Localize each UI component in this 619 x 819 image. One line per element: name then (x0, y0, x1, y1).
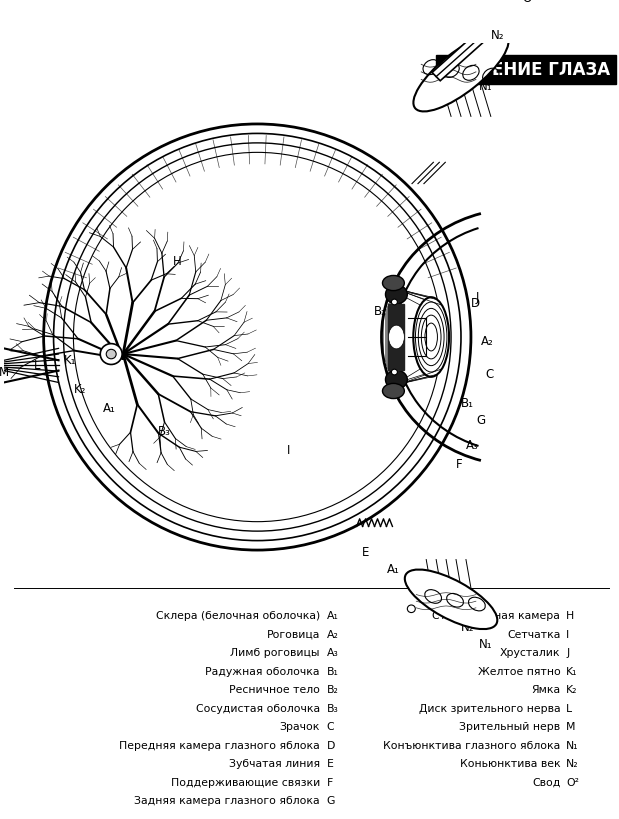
Text: A₁: A₁ (327, 611, 339, 622)
Text: Свод: Свод (532, 777, 560, 788)
Circle shape (100, 344, 122, 364)
Text: O²: O² (566, 777, 579, 788)
Text: C: C (486, 369, 494, 382)
Text: СТРОЕНИЕ ГЛАЗА: СТРОЕНИЕ ГЛАЗА (442, 61, 610, 79)
Text: N₂: N₂ (566, 759, 579, 769)
Text: E: E (327, 759, 334, 769)
Text: K₁: K₁ (566, 667, 578, 676)
Ellipse shape (413, 297, 449, 377)
Text: Радужная оболочка: Радужная оболочка (206, 667, 320, 676)
Text: Стекловидная камера: Стекловидная камера (433, 611, 560, 622)
Text: J: J (476, 291, 479, 304)
Text: Ресничное тело: Ресничное тело (229, 686, 320, 695)
Text: N₁: N₁ (479, 638, 493, 651)
Text: M: M (0, 366, 9, 379)
Text: Передняя камера глазного яблока: Передняя камера глазного яблока (119, 740, 320, 750)
Text: J: J (566, 649, 569, 658)
Text: Коньюнктива век: Коньюнктива век (460, 759, 560, 769)
Text: Поддерживающие связки: Поддерживающие связки (171, 777, 320, 788)
Text: Диск зрительного нерва: Диск зрительного нерва (418, 704, 560, 713)
Text: L: L (33, 359, 40, 372)
Text: K₂: K₂ (74, 382, 86, 396)
Text: Зубчатая линия: Зубчатая линия (229, 759, 320, 769)
Circle shape (106, 350, 116, 359)
Text: I: I (287, 444, 290, 457)
Ellipse shape (383, 275, 404, 291)
Text: A₁: A₁ (103, 401, 116, 414)
Text: L: L (566, 704, 573, 713)
Ellipse shape (405, 569, 497, 629)
Ellipse shape (386, 370, 407, 389)
Ellipse shape (413, 32, 509, 111)
Text: M: M (566, 722, 576, 732)
Text: Зрительный нерв: Зрительный нерв (459, 722, 560, 732)
Text: N₁: N₁ (566, 740, 579, 750)
Text: F: F (327, 777, 333, 788)
Text: Конъюнктива глазного яблока: Конъюнктива глазного яблока (383, 740, 560, 750)
Text: E: E (361, 546, 369, 559)
Text: Зрачок: Зрачок (280, 722, 320, 732)
Text: C: C (327, 722, 334, 732)
Ellipse shape (383, 383, 404, 399)
Text: A₁: A₁ (386, 563, 399, 576)
Text: B₃: B₃ (158, 425, 171, 438)
Text: D: D (471, 297, 480, 310)
Text: F: F (456, 459, 462, 472)
Text: B₂: B₂ (374, 305, 386, 318)
Text: Хрусталик: Хрусталик (500, 649, 560, 658)
Text: Сосудистая оболочка: Сосудистая оболочка (196, 704, 320, 713)
Text: B₃: B₃ (327, 704, 339, 713)
Text: K₁: K₁ (64, 354, 76, 367)
Ellipse shape (389, 325, 404, 349)
Text: B₁: B₁ (461, 396, 474, 410)
Text: Ямка: Ямка (531, 686, 560, 695)
Text: H: H (566, 611, 574, 622)
Text: H: H (173, 255, 181, 268)
Circle shape (391, 299, 397, 305)
Text: Роговица: Роговица (267, 630, 320, 640)
Text: Задняя камера глазного яблока: Задняя камера глазного яблока (134, 796, 320, 806)
Text: Лимб роговицы: Лимб роговицы (230, 649, 320, 658)
Text: A₂: A₂ (481, 335, 493, 348)
Text: D: D (327, 740, 335, 750)
Text: O: O (522, 0, 532, 5)
Circle shape (391, 369, 397, 375)
Text: G: G (327, 796, 335, 806)
Text: K₂: K₂ (566, 686, 578, 695)
Text: N₂: N₂ (461, 622, 475, 634)
Ellipse shape (386, 285, 407, 304)
Text: N₁: N₁ (479, 79, 493, 93)
Text: G: G (476, 414, 485, 427)
Text: N₂: N₂ (491, 29, 504, 43)
Circle shape (407, 605, 415, 613)
Text: I: I (566, 630, 569, 640)
Text: A₃: A₃ (327, 649, 339, 658)
Text: Склера (белочная оболочка): Склера (белочная оболочка) (155, 611, 320, 622)
Text: B₂: B₂ (327, 686, 339, 695)
Text: A₃: A₃ (466, 440, 478, 452)
Text: Сетчатка: Сетчатка (507, 630, 560, 640)
Text: A₂: A₂ (327, 630, 339, 640)
Text: Желтое пятно: Желтое пятно (478, 667, 560, 676)
Polygon shape (389, 304, 404, 370)
Polygon shape (432, 2, 520, 81)
Text: B₁: B₁ (327, 667, 339, 676)
